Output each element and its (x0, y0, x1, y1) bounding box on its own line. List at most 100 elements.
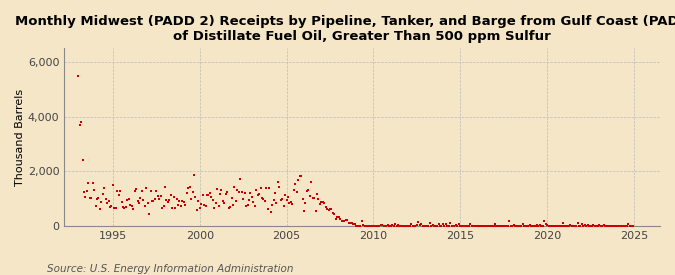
Point (387, 223, 398, 228)
Point (134, 200, 144, 205)
Point (302, 188, 313, 193)
Point (618, 224, 629, 228)
Point (364, 224, 375, 228)
Point (264, 186, 275, 190)
Point (297, 197, 308, 202)
Point (575, 224, 586, 228)
Point (126, 204, 137, 208)
Point (219, 200, 230, 205)
Point (96, 200, 107, 205)
Point (296, 174, 306, 178)
Point (141, 186, 152, 191)
Point (278, 204, 289, 208)
Point (109, 206, 119, 211)
Point (342, 218, 353, 222)
Point (359, 224, 370, 228)
Point (212, 187, 223, 192)
Point (558, 221, 568, 225)
Point (236, 189, 247, 194)
Point (537, 224, 548, 228)
Point (377, 222, 387, 227)
Point (153, 194, 163, 198)
Point (252, 192, 263, 197)
Point (349, 221, 360, 226)
Point (574, 224, 585, 228)
Point (268, 198, 279, 202)
Point (610, 224, 620, 228)
Point (550, 224, 561, 228)
Point (570, 224, 581, 228)
Point (452, 224, 463, 228)
Point (124, 197, 134, 201)
Point (358, 223, 369, 227)
Point (303, 188, 314, 192)
Point (225, 204, 236, 209)
Point (283, 195, 294, 199)
Point (427, 222, 438, 227)
Point (565, 222, 576, 227)
Point (422, 224, 433, 228)
Point (102, 201, 113, 205)
Point (516, 224, 526, 228)
Point (215, 191, 225, 196)
Point (121, 205, 132, 210)
Point (552, 224, 563, 228)
Point (549, 224, 560, 228)
Point (97, 192, 108, 196)
Point (477, 224, 487, 228)
Point (559, 224, 570, 228)
Point (623, 222, 634, 227)
Point (229, 185, 240, 189)
Point (146, 199, 157, 203)
Point (576, 222, 587, 226)
Point (470, 224, 481, 228)
Point (161, 198, 172, 203)
Point (190, 194, 200, 199)
Point (209, 205, 219, 210)
Point (624, 224, 635, 228)
Point (578, 224, 589, 228)
Point (530, 224, 541, 228)
Point (495, 224, 506, 228)
Point (464, 224, 475, 228)
Point (144, 212, 155, 216)
Point (183, 186, 194, 190)
Point (271, 201, 282, 206)
Point (432, 224, 443, 228)
Point (332, 215, 343, 219)
Point (235, 177, 246, 182)
Point (288, 188, 299, 192)
Point (500, 224, 510, 228)
Point (418, 224, 429, 228)
Point (614, 224, 625, 228)
Point (99, 185, 109, 190)
Point (294, 174, 305, 178)
Point (92, 197, 103, 201)
Point (128, 207, 138, 211)
Point (601, 224, 612, 228)
Point (475, 224, 486, 228)
Point (269, 191, 280, 195)
Point (529, 224, 539, 228)
Text: Source: U.S. Energy Information Administration: Source: U.S. Energy Information Administ… (47, 264, 294, 274)
Point (527, 224, 538, 228)
Point (111, 205, 122, 210)
Point (598, 223, 609, 227)
Point (273, 180, 284, 184)
Point (440, 222, 451, 226)
Point (216, 188, 227, 192)
Point (510, 224, 520, 228)
Point (379, 224, 390, 228)
Point (149, 197, 160, 201)
Point (263, 207, 273, 211)
Point (313, 197, 324, 202)
Point (517, 222, 528, 226)
Point (90, 204, 101, 208)
Point (281, 198, 292, 203)
Point (593, 224, 603, 228)
Point (196, 202, 207, 206)
Point (556, 224, 567, 228)
Point (157, 205, 167, 210)
Point (84, 196, 95, 200)
Point (587, 224, 597, 228)
